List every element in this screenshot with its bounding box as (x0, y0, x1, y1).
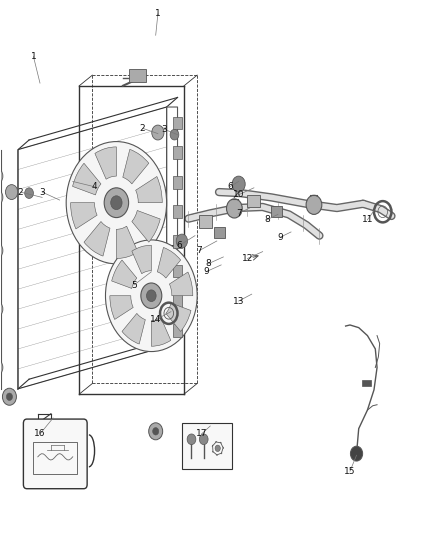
Text: 11: 11 (362, 215, 373, 224)
Circle shape (111, 196, 122, 209)
Text: 2: 2 (140, 124, 145, 133)
Circle shape (152, 125, 164, 140)
Text: 3: 3 (39, 188, 45, 197)
Circle shape (187, 434, 196, 445)
Circle shape (66, 142, 166, 264)
Wedge shape (73, 163, 101, 195)
Circle shape (226, 199, 242, 218)
Text: 8: 8 (264, 215, 270, 224)
Circle shape (6, 184, 18, 199)
Circle shape (152, 427, 159, 435)
Bar (272, 206, 282, 217)
Wedge shape (84, 222, 110, 256)
Circle shape (106, 240, 197, 352)
Text: 9: 9 (277, 233, 283, 242)
Text: 6: 6 (227, 182, 233, 191)
Circle shape (0, 243, 3, 259)
Wedge shape (132, 245, 151, 273)
Text: 16: 16 (34, 430, 46, 439)
Text: 12: 12 (242, 254, 253, 263)
Text: 13: 13 (233, 296, 244, 305)
Bar (173, 235, 182, 248)
Wedge shape (132, 211, 160, 242)
Circle shape (199, 434, 208, 445)
Circle shape (170, 130, 179, 140)
Circle shape (104, 188, 129, 217)
Text: 3: 3 (162, 125, 167, 134)
Text: 10: 10 (233, 190, 244, 199)
Bar (199, 215, 212, 228)
Bar (173, 117, 182, 130)
Circle shape (215, 445, 220, 451)
Bar (362, 379, 371, 386)
Text: 2: 2 (18, 188, 23, 197)
Text: 1: 1 (31, 52, 36, 61)
Text: 14: 14 (150, 315, 161, 324)
Text: 8: 8 (205, 260, 211, 268)
Wedge shape (95, 147, 117, 179)
Bar (173, 294, 182, 307)
Text: 17: 17 (196, 430, 207, 439)
Wedge shape (123, 149, 149, 184)
Text: 1: 1 (155, 10, 161, 19)
Text: 9: 9 (203, 268, 209, 276)
Circle shape (147, 290, 156, 302)
Wedge shape (71, 203, 97, 229)
Circle shape (0, 301, 3, 317)
Circle shape (232, 176, 245, 192)
Wedge shape (170, 272, 193, 296)
Circle shape (350, 446, 363, 461)
Bar (173, 146, 182, 159)
Text: 5: 5 (131, 280, 137, 289)
Wedge shape (122, 313, 145, 344)
Bar (173, 176, 182, 189)
Bar (214, 227, 225, 238)
Text: 15: 15 (344, 467, 356, 475)
Bar (173, 324, 182, 337)
Circle shape (176, 234, 187, 248)
Circle shape (7, 393, 12, 400)
Bar (33, 442, 77, 474)
Text: 4: 4 (92, 182, 97, 191)
Circle shape (0, 360, 3, 375)
Bar (173, 205, 182, 218)
Wedge shape (117, 226, 138, 259)
Circle shape (25, 188, 33, 198)
Wedge shape (136, 176, 162, 203)
Circle shape (306, 195, 322, 214)
Text: 7: 7 (197, 246, 202, 255)
Bar (182, 423, 232, 469)
Wedge shape (112, 260, 137, 288)
Wedge shape (166, 303, 191, 332)
Text: 7: 7 (236, 209, 241, 218)
Circle shape (149, 423, 162, 440)
Circle shape (141, 283, 162, 309)
Wedge shape (151, 318, 171, 346)
Bar (247, 195, 260, 207)
Wedge shape (157, 247, 180, 278)
Text: 6: 6 (177, 241, 183, 250)
Circle shape (0, 189, 3, 205)
Bar (130, 69, 146, 82)
Bar (173, 265, 182, 278)
FancyBboxPatch shape (23, 419, 87, 489)
Circle shape (0, 168, 3, 184)
Wedge shape (110, 296, 133, 319)
Circle shape (3, 388, 16, 405)
